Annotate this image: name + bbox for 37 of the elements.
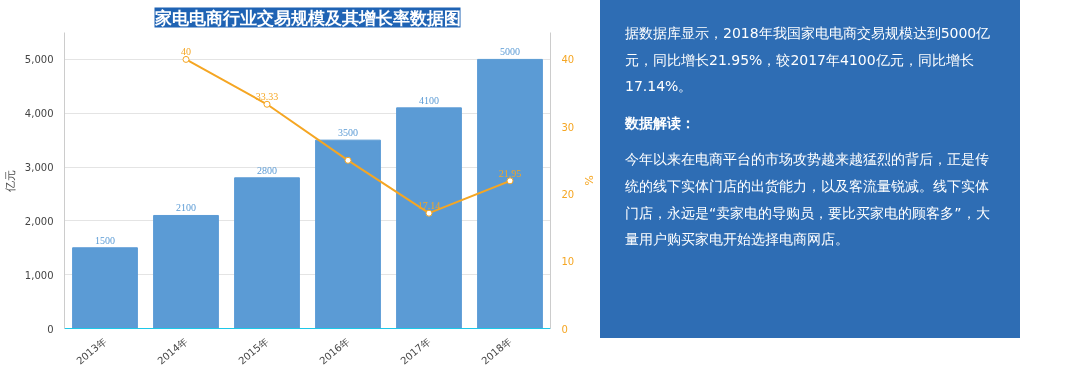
chart-title: 家电电商行业交易规模及其增长率数据图 (153, 7, 461, 28)
point (344, 156, 352, 164)
text: 数据解读： (625, 113, 696, 133)
point (263, 100, 271, 108)
bar (477, 58, 543, 329)
y-tick-label: 2,000 (24, 215, 54, 227)
data-label: 5000 (500, 46, 520, 58)
y-tick-label: 5,000 (24, 54, 54, 66)
bar (234, 177, 300, 329)
y2-tick-label: 30 (561, 121, 575, 133)
bar (315, 139, 381, 329)
data-label: 21.95 (498, 167, 522, 179)
point (506, 177, 514, 185)
y2-axis-title: % (582, 175, 596, 186)
bar (72, 247, 138, 329)
y2-tick-label: 40 (561, 54, 575, 66)
data-label: 1500 (95, 234, 115, 246)
y-axis-title: 亿元 (3, 169, 17, 193)
y2-tick-label: 20 (561, 188, 575, 200)
bar (153, 214, 219, 329)
y-tick-label: 1,000 (24, 269, 54, 281)
y2-tick-label: 0 (561, 323, 568, 335)
y-tick-label: 4,000 (24, 108, 54, 120)
y-tick-label: 3,000 (24, 162, 54, 174)
data-label: 2800 (257, 164, 277, 176)
bar (396, 107, 462, 329)
y2-tick-label: 10 (561, 256, 575, 268)
y-tick-label: 0 (47, 323, 54, 335)
text: 据数据库显示，2018年我国家电电商交易规模达到5000亿元，同比增长21.95%，较2017年4100亿元，同比增长17.14%。 (625, 24, 992, 97)
data-label: 2100 (176, 202, 196, 214)
data-label: 3500 (338, 127, 358, 139)
data-label: 4100 (419, 94, 439, 106)
point (182, 55, 190, 63)
data-label: 40 (181, 46, 191, 58)
text: 今年以来在电商平台的市场攻势越来越猛烈的背后，正是传统的线下实体门店的出货能力，以及客流量锐减。线下实体门店，永远是“卖家电的导购员，要比买家电的顾客多”，大量用户购买家电开始选择电商网店。 (625, 150, 991, 250)
data-label: 17.14 (417, 200, 441, 212)
point (425, 209, 433, 217)
